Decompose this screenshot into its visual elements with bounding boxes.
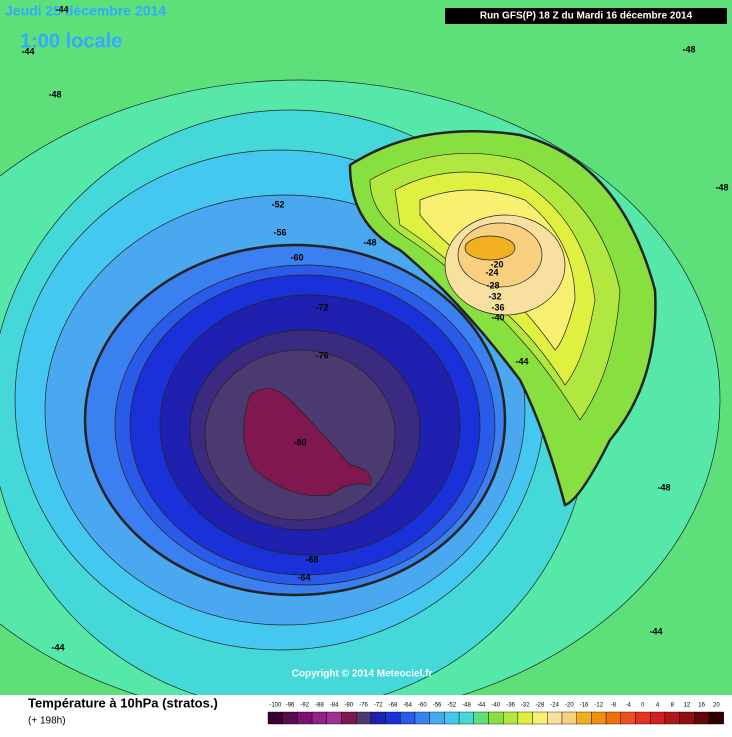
temperature-field [0, 79, 721, 721]
legend-label: -52 [447, 703, 456, 709]
contour-label: -28 [486, 280, 499, 290]
legend-swatch [679, 711, 695, 725]
contour-label: -44 [515, 356, 528, 366]
legend-swatch [341, 711, 357, 725]
legend-label: -96 [286, 703, 295, 709]
legend-label: -24 [550, 703, 559, 709]
contour-label: -60 [290, 252, 303, 262]
legend-swatch [400, 711, 416, 725]
legend-swatch [503, 711, 519, 725]
legend-swatch [561, 711, 577, 725]
contour-label: -68 [305, 554, 318, 564]
legend-swatch [473, 711, 489, 725]
legend-swatch [282, 711, 298, 725]
legend-label: -12 [594, 703, 603, 709]
legend-swatch [635, 711, 651, 725]
legend-swatch [370, 711, 386, 725]
legend-label: -40 [492, 703, 501, 709]
legend-label: 16 [698, 703, 705, 709]
legend-label: -4 [625, 703, 631, 709]
legend-label: 12 [684, 703, 691, 709]
legend-label: -32 [521, 703, 530, 709]
run-box [445, 8, 727, 24]
legend-label: -8 [611, 703, 617, 709]
contour-labels: -44 -44 -48 -52 -56 -60 -72 -76 -80 -68 -64 -48 -44 -… [21, 4, 728, 652]
legend-swatch [517, 711, 533, 725]
legend-label: -20 [565, 703, 574, 709]
legend-swatch [385, 711, 401, 725]
contour-label: -44 [649, 626, 662, 636]
contour-label: -40 [491, 312, 504, 322]
legend-label: -100 [269, 703, 282, 709]
legend-label: -56 [433, 703, 442, 709]
legend-swatch [532, 711, 548, 725]
legend-label: 8 [671, 703, 675, 709]
legend-swatch [267, 711, 283, 725]
legend-swatch [311, 711, 328, 725]
legend-label: -44 [477, 703, 486, 709]
contour-label: -20 [490, 259, 503, 269]
contour-label: -48 [363, 237, 376, 247]
contour-label: -56 [273, 227, 286, 237]
contour-label: -44 [21, 46, 34, 56]
legend-swatch [547, 711, 563, 725]
legend-label: -68 [389, 703, 398, 709]
contour-label: -48 [657, 482, 670, 492]
legend-swatch [605, 711, 621, 725]
legend-label: -88 [315, 703, 324, 709]
contour-label: -76 [315, 350, 328, 360]
legend-label: -28 [536, 703, 545, 709]
time: 1:00 locale [20, 30, 122, 52]
contour-label: -44 [51, 642, 64, 652]
legend-label: 4 [656, 703, 660, 709]
legend-label: -64 [403, 703, 412, 709]
contour-label: -48 [682, 44, 695, 54]
legend-swatch [414, 711, 430, 725]
contour-label: -80 [293, 437, 306, 447]
legend-swatch [458, 711, 475, 725]
legend-label: -60 [418, 703, 427, 709]
legend-swatch [576, 711, 592, 725]
legend-swatch [620, 711, 636, 725]
contour-label: -44 [55, 4, 68, 14]
contour-label: -24 [485, 267, 498, 277]
contour-label: -64 [297, 572, 310, 582]
copyright: Copyright © 2014 Meteociel.fr [292, 669, 433, 680]
contour-label: -48 [48, 89, 61, 99]
contour-label: -72 [315, 302, 328, 312]
legend-swatch [429, 711, 445, 725]
contour-label: -52 [271, 199, 284, 209]
legend-label: -92 [300, 703, 309, 709]
date: Jeudi 25 décembre 2014 [5, 3, 166, 19]
legend-swatch [708, 711, 724, 725]
legend-swatch [356, 711, 372, 725]
legend-swatch [444, 711, 460, 725]
color-legend: -100 -96 -92 -88 -84 -80 -76 -72 -68 -64 -60 -56 -52… [267, 703, 724, 725]
legend-swatch [664, 711, 680, 725]
run-info: Run GFS(P) 18 Z du Mardi 16 décembre 201… [480, 11, 693, 22]
legend-label: 0 [641, 703, 645, 709]
footer-subtitle: (+ 198h) [28, 716, 66, 727]
legend-label: -76 [359, 703, 368, 709]
legend-label: -84 [330, 703, 339, 709]
legend-swatch [326, 711, 342, 725]
legend-swatch [591, 711, 607, 725]
contour-label: -48 [715, 182, 728, 192]
legend-label: 20 [713, 703, 720, 709]
footer-title: Température à 10hPa (stratos.) [28, 695, 218, 710]
legend-swatch [694, 711, 710, 725]
contour-label: -32 [488, 291, 501, 301]
contour-label: -36 [491, 302, 504, 312]
legend-swatch [297, 711, 313, 725]
legend-label: -48 [462, 703, 471, 709]
legend-swatch [488, 711, 504, 725]
legend-label: -16 [580, 703, 589, 709]
legend-label: -72 [374, 703, 383, 709]
legend-label: -80 [345, 703, 354, 709]
legend-label: -36 [506, 703, 515, 709]
legend-swatch [650, 711, 666, 725]
